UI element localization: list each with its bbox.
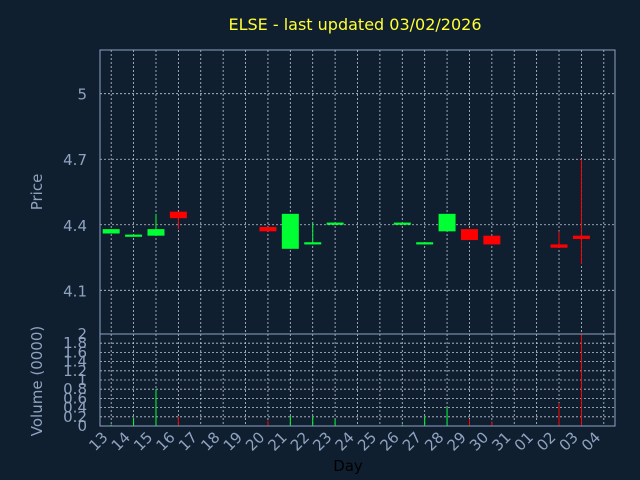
- volume-y-tick-label: 0: [77, 417, 87, 435]
- volume-y-tick-label: 1.4: [63, 353, 87, 371]
- volume-y-tick-label: 1: [77, 371, 87, 389]
- candle-body: [572, 235, 590, 239]
- candle-body: [326, 222, 344, 225]
- candle-body: [169, 211, 187, 219]
- price-gridlines: [100, 50, 615, 334]
- volume-axis-label: Volume (0000): [28, 326, 46, 436]
- candle-body: [304, 242, 322, 245]
- volume-plot-frame: [99, 333, 616, 427]
- volume-y-tick-label: 0.6: [63, 389, 87, 407]
- volume-y-tick-labels: 00.20.40.60.811.21.41.61.82: [63, 325, 87, 435]
- candle-body: [281, 213, 299, 249]
- price-candles: [102, 159, 590, 265]
- candle-body: [550, 244, 568, 248]
- price-y-tick-label: 4.4: [63, 217, 87, 235]
- x-axis-label: Day: [333, 457, 363, 475]
- chart-title: ELSE - last updated 03/02/2026: [228, 15, 481, 34]
- candle-body: [125, 234, 143, 237]
- volume-y-tick-label: 1.2: [63, 362, 87, 380]
- candle-body: [483, 235, 501, 245]
- volume-y-tick-label: 2: [77, 325, 87, 343]
- price-y-tick-label: 4.7: [63, 151, 87, 169]
- volume-bars: [110, 334, 582, 426]
- candle-body: [102, 229, 120, 234]
- price-y-tick-labels: 4.1 4.4 4.7 5: [63, 86, 87, 301]
- candle-body: [259, 226, 277, 232]
- volume-y-tick-label: 0.4: [63, 399, 87, 417]
- price-y-tick-label: 5: [77, 86, 87, 104]
- price-y-tick-label: 4.1: [63, 282, 87, 300]
- candle-body: [147, 229, 165, 236]
- x-tick-labels: 1314151617181920212223242526272829303101…: [85, 428, 604, 454]
- volume-y-tick-label: 1.6: [63, 343, 87, 361]
- candle-body: [460, 229, 478, 241]
- candle-body: [416, 242, 434, 245]
- candle-body: [393, 222, 411, 225]
- volume-y-tick-label: 1.8: [63, 334, 87, 352]
- volume-y-tick-label: 0.2: [63, 408, 87, 426]
- candle-body: [438, 213, 456, 232]
- price-axis-label: Price: [28, 174, 46, 211]
- volume-y-tick-label: 0.8: [63, 380, 87, 398]
